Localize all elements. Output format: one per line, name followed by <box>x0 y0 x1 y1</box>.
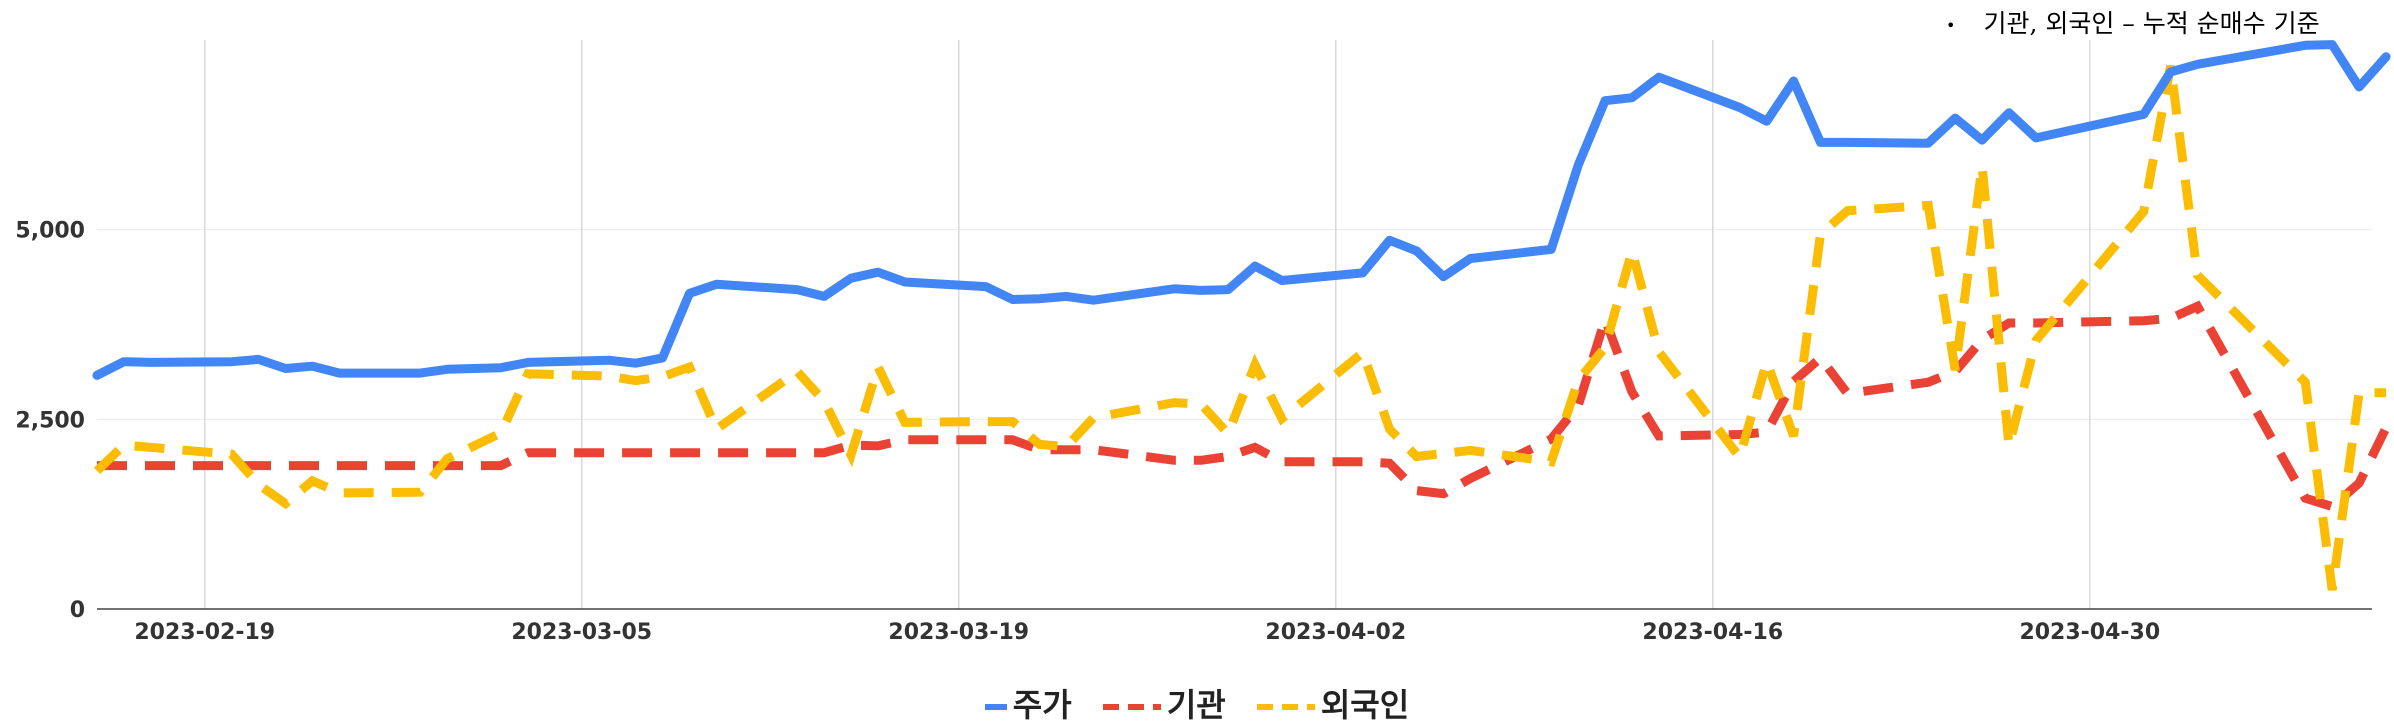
x-tick-label: 2023-03-19 <box>888 620 1029 645</box>
y-tick-label: 2,500 <box>15 408 85 433</box>
legend-label-foreign: 외국인 <box>1320 686 1410 724</box>
x-tick-label: 2023-02-19 <box>134 620 275 645</box>
series-line-institution <box>97 300 2391 512</box>
chart-footnote: • 기관, 외국인 – 누적 순매수 기준 <box>1946 4 2320 40</box>
y-tick-label: 5,000 <box>15 219 85 244</box>
footnote-bullet: • <box>1946 16 1956 35</box>
y-tick-label: 0 <box>70 598 85 623</box>
x-tick-label: 2023-04-02 <box>1265 620 1406 645</box>
footnote-text: 기관, 외국인 – 누적 순매수 기준 <box>1983 9 2320 38</box>
legend-item-institution: 기관 <box>1102 680 1226 726</box>
series-line-foreign <box>93 64 2387 591</box>
legend-label-institution: 기관 <box>1166 686 1226 724</box>
legend: 주가 기관 외국인 <box>0 680 2394 726</box>
legend-swatch-price <box>984 704 1007 710</box>
chart-series <box>92 40 2391 591</box>
legend-swatch-foreign <box>1256 704 1315 710</box>
legend-item-foreign: 외국인 <box>1256 680 1410 726</box>
x-tick-label: 2023-04-16 <box>1642 620 1783 645</box>
x-tick-label: 2023-04-30 <box>2019 620 2160 645</box>
legend-swatch-institution <box>1102 704 1161 710</box>
chart-grid <box>97 40 2372 609</box>
x-tick-label: 2023-03-05 <box>511 620 652 645</box>
x-axis-ticks: 2023-02-19 2023-03-05 2023-03-19 2023-04-02… <box>134 620 2160 645</box>
legend-item-price: 주가 <box>984 680 1072 726</box>
series-line-price <box>92 40 2391 380</box>
legend-label-price: 주가 <box>1012 686 1072 724</box>
y-axis-ticks: 0 2,500 5,000 <box>15 219 85 623</box>
